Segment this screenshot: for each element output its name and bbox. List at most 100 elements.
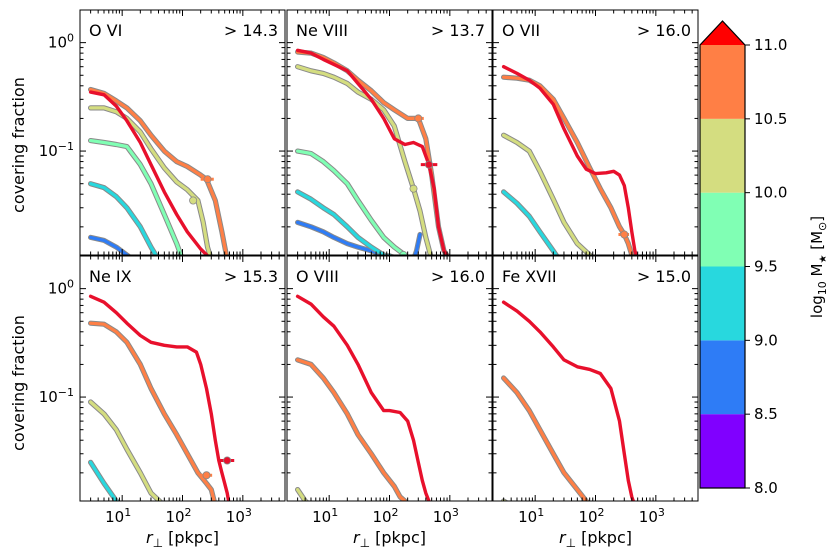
series-line-10.5-11.0 <box>88 87 228 255</box>
x-axis-label-symbol: r <box>559 528 567 547</box>
series-line-11.0+ <box>88 294 231 501</box>
series-line-8.5-9.0 <box>88 235 130 255</box>
x-tick-label: 102 <box>165 506 191 526</box>
x-tick-label-base: 10 <box>312 508 331 526</box>
x-tick-label-exp: 2 <box>392 506 399 519</box>
x-axis-label-subscript: ⊥ <box>153 536 163 550</box>
tick-group <box>80 10 285 255</box>
colorbar-label-sun: ⊙ <box>816 222 829 231</box>
x-tick-label-base: 10 <box>165 508 184 526</box>
series-line-9.0-9.5 <box>88 460 119 501</box>
series-marker-10.0-10.5 <box>409 184 418 193</box>
series-line-10.5-11.0 <box>88 321 216 501</box>
colorbar-tick-label: 11.0 <box>754 36 787 54</box>
series-line-9.0-9.5 <box>88 182 158 255</box>
tick-group <box>493 256 698 501</box>
series-line-11.0+ <box>88 90 210 255</box>
colorbar-band <box>700 45 745 119</box>
series-line-11.0+ <box>295 48 449 255</box>
x-tick-label-exp: 2 <box>598 506 605 519</box>
x-tick-label-exp: 1 <box>331 506 338 519</box>
colorbar-tick-label: 9.5 <box>754 258 778 276</box>
colorbar-label-star: ★ <box>818 255 829 264</box>
colorbar-label-m: M <box>808 264 826 282</box>
x-tick-label-base: 10 <box>105 508 124 526</box>
x-tick-label: 103 <box>639 506 665 526</box>
panel-threshold-label: > 16.0 <box>431 267 485 286</box>
colorbar-outline <box>699 20 746 489</box>
series-line-10.0-10.5 <box>296 488 308 501</box>
series-line-11.0+ <box>501 300 636 501</box>
series-line-10.5-11.0 <box>296 358 407 501</box>
panel-ion-label: Fe XVII <box>502 267 557 286</box>
x-axis-label-unit: [pkpc] <box>370 528 426 547</box>
panel-ion-label: O VI <box>89 21 122 40</box>
x-tick-label: 101 <box>312 506 338 526</box>
x-axis-label-symbol: r <box>146 528 154 547</box>
x-tick-label: 101 <box>518 506 544 526</box>
series-marker-10.5-11.0 <box>620 230 629 239</box>
x-tick-label: 101 <box>105 506 131 526</box>
axis-labels: covering fraction covering fraction <box>9 77 28 451</box>
series-group <box>87 294 235 501</box>
series-group <box>295 294 431 501</box>
panel-ion-label: Ne IX <box>89 267 132 286</box>
y-tick-label-exp: 0 <box>67 32 74 45</box>
x-tick-label-base: 10 <box>639 508 658 526</box>
y-axis-label-bottom: covering fraction <box>9 315 28 451</box>
colorbar-label: log10 M★ [M⊙] <box>808 216 829 318</box>
y-tick-label: 100 <box>48 278 74 298</box>
series-line-10.0-10.5 <box>502 499 507 501</box>
x-axis-label: r⊥ [pkpc] <box>146 528 219 550</box>
panel-frame <box>79 255 286 502</box>
panel-frame <box>286 255 493 502</box>
panel-ne-viii: Ne VIII > 13.7 <box>286 9 493 256</box>
colorbar-tick-label: 8.5 <box>754 405 778 423</box>
panel-ion-label: O VIII <box>296 267 339 286</box>
y-tick-label-base: 10 <box>48 280 67 298</box>
series-line-10.0-10.5 <box>88 400 162 501</box>
x-tick-label-exp: 3 <box>658 506 665 519</box>
series-line-8.5-9.0 <box>296 220 392 255</box>
y-tick-label-exp: −1 <box>58 140 74 153</box>
panel-threshold-label: > 16.0 <box>637 21 691 40</box>
series-outline-9.0-9.5 <box>87 181 159 255</box>
x-tick-label: 102 <box>578 506 604 526</box>
series-line-9.5-10.0 <box>88 139 183 255</box>
series-marker-11.0+ <box>424 160 433 169</box>
panel-threshold-label: > 13.7 <box>431 21 485 40</box>
tick-group <box>493 10 698 255</box>
x-tick-label-base: 10 <box>372 508 391 526</box>
x-axis-label-unit: [pkpc] <box>576 528 632 547</box>
x-tick-label-exp: 1 <box>537 506 544 519</box>
series-line-10.0-10.5 <box>88 106 212 255</box>
y-tick-label: 10−1 <box>39 386 74 406</box>
series-line-9.5-10.0 <box>296 149 407 255</box>
panel-frame <box>492 255 699 502</box>
series-line-8.5-9.0b <box>413 232 422 255</box>
colorbar-tick-label: 10.5 <box>754 110 787 128</box>
x-axis-label-symbol: r <box>353 528 361 547</box>
series-line-10.5-11.0 <box>502 376 589 501</box>
series-line-9.0-9.5 <box>502 190 559 255</box>
series-group <box>501 300 636 501</box>
series-group <box>87 86 229 255</box>
x-axis-label-subscript: ⊥ <box>566 536 576 550</box>
series-line-10.0-10.5 <box>502 133 593 255</box>
x-tick-label: 103 <box>226 506 252 526</box>
x-tick-label-base: 10 <box>226 508 245 526</box>
x-axis-label-subscript: ⊥ <box>360 536 370 550</box>
colorbar-band <box>700 414 745 488</box>
series-marker-10.5-11.0 <box>414 114 423 123</box>
x-tick-label-base: 10 <box>518 508 537 526</box>
panel-threshold-label: > 15.0 <box>637 267 691 286</box>
colorbar-label-log: log <box>808 295 826 318</box>
x-axis-label: r⊥ [pkpc] <box>353 528 426 550</box>
x-tick-label: 103 <box>433 506 459 526</box>
tick-group <box>287 10 492 255</box>
x-axis-label-unit: [pkpc] <box>163 528 219 547</box>
panel-ion-label: Ne VIII <box>296 21 348 40</box>
